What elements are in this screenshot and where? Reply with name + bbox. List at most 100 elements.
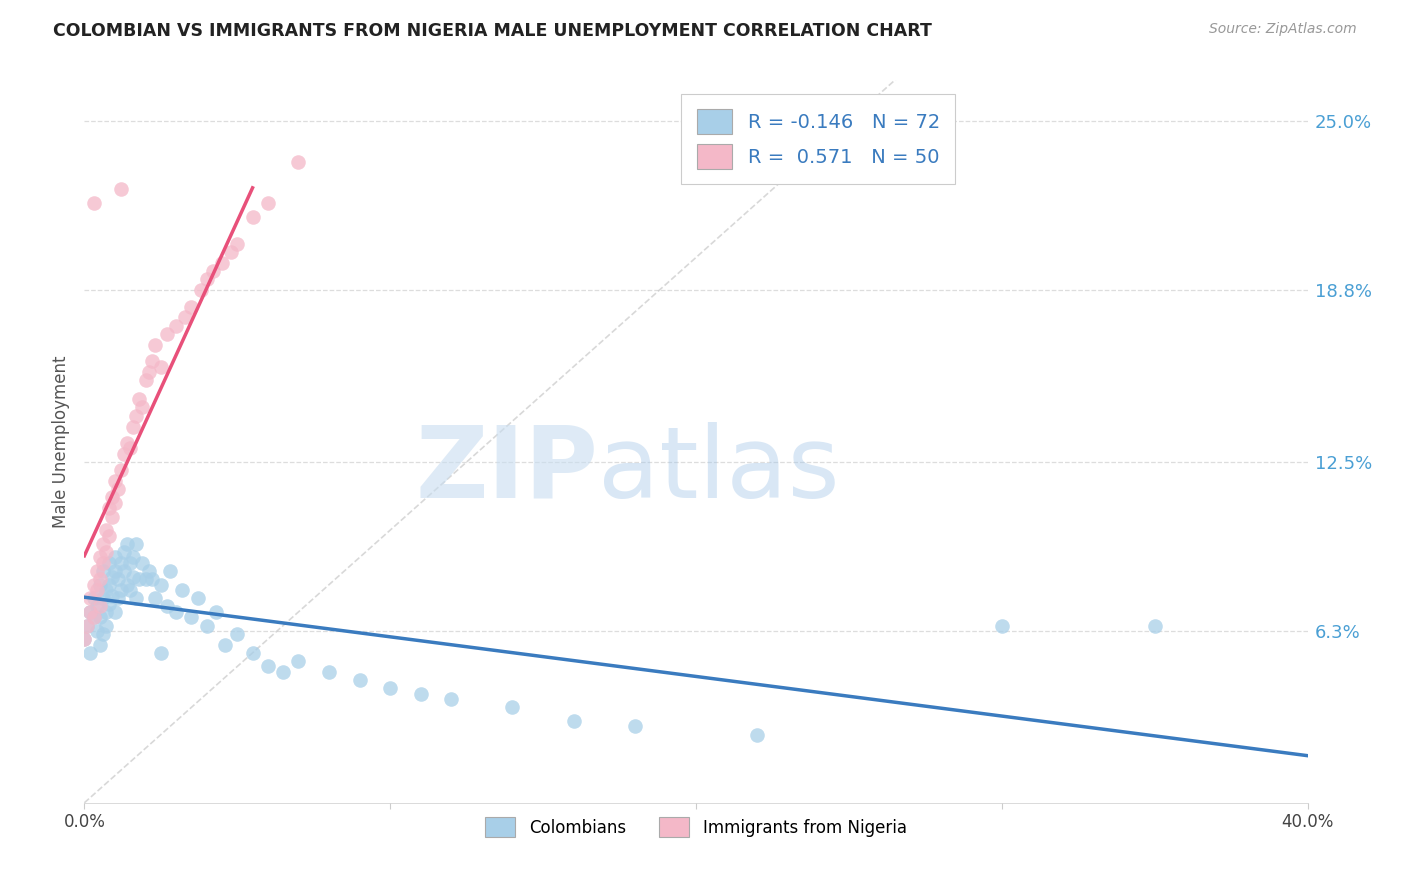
Point xyxy=(131,556,153,570)
Point xyxy=(242,210,264,224)
Point xyxy=(149,577,172,591)
Point xyxy=(89,638,111,652)
Point xyxy=(107,591,129,606)
Point xyxy=(165,605,187,619)
Point xyxy=(91,564,114,578)
Point xyxy=(165,318,187,333)
Point xyxy=(122,550,145,565)
Point xyxy=(502,700,524,714)
Point xyxy=(257,659,280,673)
Point xyxy=(110,182,132,196)
Point xyxy=(180,300,202,314)
Point xyxy=(83,610,105,624)
Point xyxy=(318,665,340,679)
Point xyxy=(159,564,181,578)
Point xyxy=(195,618,218,632)
Point xyxy=(89,572,111,586)
Point xyxy=(76,618,98,632)
Point xyxy=(149,359,172,374)
Point xyxy=(115,436,138,450)
Point xyxy=(287,155,309,169)
Point xyxy=(135,572,157,586)
Point xyxy=(112,545,135,559)
Point xyxy=(89,599,111,614)
Point xyxy=(180,610,202,624)
Point xyxy=(97,501,120,516)
Point xyxy=(120,583,142,598)
Point xyxy=(112,447,135,461)
Point xyxy=(190,283,212,297)
Point xyxy=(89,577,111,591)
Point xyxy=(120,442,142,456)
Point xyxy=(128,572,150,586)
Point xyxy=(991,618,1014,632)
Text: atlas: atlas xyxy=(598,422,839,519)
Point xyxy=(226,626,249,640)
Point xyxy=(73,632,96,647)
Point xyxy=(79,605,101,619)
Point xyxy=(83,577,105,591)
Point xyxy=(186,591,208,606)
Point xyxy=(104,474,127,488)
Point xyxy=(125,537,148,551)
Point xyxy=(76,618,98,632)
Point xyxy=(257,196,280,211)
Point xyxy=(79,591,101,606)
Point xyxy=(115,577,138,591)
Point xyxy=(91,591,114,606)
Point xyxy=(211,256,233,270)
Point xyxy=(86,583,108,598)
Point xyxy=(112,564,135,578)
Point xyxy=(205,605,228,619)
Legend: Colombians, Immigrants from Nigeria: Colombians, Immigrants from Nigeria xyxy=(477,809,915,845)
Point xyxy=(380,681,402,696)
Point xyxy=(101,589,124,603)
Text: COLOMBIAN VS IMMIGRANTS FROM NIGERIA MALE UNEMPLOYMENT CORRELATION CHART: COLOMBIAN VS IMMIGRANTS FROM NIGERIA MAL… xyxy=(53,22,932,40)
Point xyxy=(226,236,249,251)
Point xyxy=(219,245,242,260)
Point xyxy=(115,537,138,551)
Point xyxy=(89,610,111,624)
Point xyxy=(131,401,153,415)
Point xyxy=(349,673,371,687)
Point xyxy=(104,550,127,565)
Point xyxy=(1143,618,1166,632)
Point xyxy=(156,599,179,614)
Point xyxy=(271,665,294,679)
Point xyxy=(125,591,148,606)
Point xyxy=(156,326,179,341)
Point xyxy=(174,310,197,325)
Point xyxy=(440,692,463,706)
Point xyxy=(201,264,224,278)
Point xyxy=(122,569,145,583)
Point xyxy=(143,337,166,351)
Point xyxy=(138,365,160,379)
Point xyxy=(107,482,129,496)
Point xyxy=(747,728,769,742)
Point xyxy=(104,496,127,510)
Point xyxy=(141,572,163,586)
Point xyxy=(97,597,120,611)
Point xyxy=(101,491,124,505)
Point xyxy=(73,632,96,647)
Point xyxy=(79,605,101,619)
Point xyxy=(97,577,120,591)
Point xyxy=(83,196,105,211)
Point xyxy=(138,564,160,578)
Point xyxy=(94,545,117,559)
Point xyxy=(172,583,194,598)
Point xyxy=(195,272,218,286)
Point xyxy=(83,610,105,624)
Point xyxy=(86,564,108,578)
Point xyxy=(89,550,111,565)
Point xyxy=(120,556,142,570)
Point xyxy=(122,419,145,434)
Point xyxy=(91,537,114,551)
Point xyxy=(86,624,108,638)
Point xyxy=(409,687,432,701)
Point xyxy=(143,591,166,606)
Point xyxy=(94,605,117,619)
Point xyxy=(125,409,148,423)
Point xyxy=(101,509,124,524)
Point xyxy=(83,591,105,606)
